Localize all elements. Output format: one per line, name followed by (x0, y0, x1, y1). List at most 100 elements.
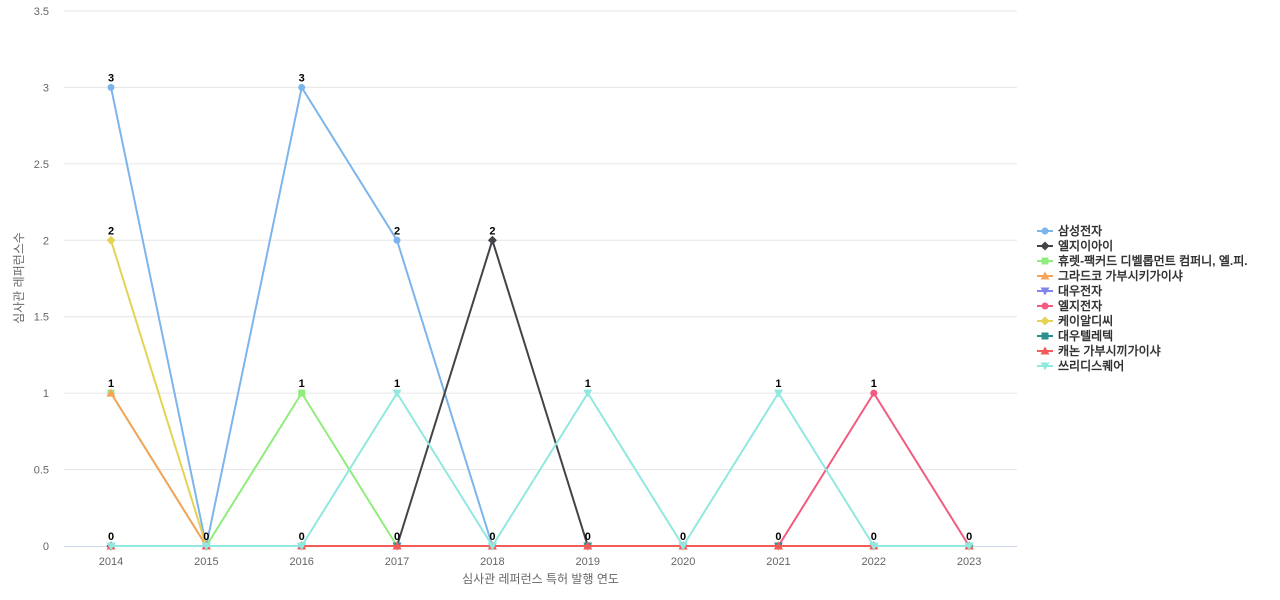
data-label: 0 (966, 531, 972, 543)
legend-item: 삼성전자 (1037, 223, 1102, 238)
data-point (773, 389, 783, 398)
x-tick-label: 2022 (862, 556, 886, 568)
y-tick-label: 3 (43, 82, 49, 94)
legend-marker (1041, 302, 1049, 310)
data-point (298, 389, 306, 397)
data-point (392, 389, 402, 398)
data-label: 0 (585, 531, 591, 543)
legend-marker (1040, 241, 1050, 251)
x-tick-label: 2014 (99, 556, 123, 568)
legend-marker (1041, 332, 1049, 340)
x-tick-label: 2015 (194, 556, 218, 568)
legend-label: 대우전자 (1058, 283, 1102, 298)
series-line (111, 392, 970, 547)
data-point (869, 542, 879, 551)
grid-lines (64, 10, 1017, 471)
data-point (393, 236, 401, 244)
data-label: 2 (394, 225, 400, 237)
data-point (106, 542, 116, 551)
legend-label: 그라드코 가부시키가이샤 (1058, 268, 1183, 283)
data-point (773, 541, 783, 550)
data-label: 0 (203, 531, 209, 543)
data-label: 1 (299, 378, 305, 390)
data-label: 1 (871, 378, 877, 390)
y-axis-title: 심사관 레퍼런스수 (12, 232, 26, 324)
data-point (870, 389, 878, 397)
data-point (392, 541, 402, 550)
y-tick-label: 0 (43, 541, 49, 553)
data-label: 0 (299, 531, 305, 543)
legend-label: 휴렛-팩커드 디벨롭먼트 컴퍼니, 엘.피. (1058, 253, 1248, 268)
data-label: 1 (108, 378, 114, 390)
data-label: 1 (775, 378, 781, 390)
data-label: 2 (489, 225, 495, 237)
x-axis-title: 심사관 레퍼런스 특허 발행 연도 (462, 571, 619, 586)
data-point (964, 542, 974, 551)
data-point (487, 542, 497, 551)
x-tick-label: 2018 (480, 556, 504, 568)
data-label: 0 (394, 531, 400, 543)
data-point (106, 235, 116, 245)
data-label: 1 (394, 378, 400, 390)
x-tick-label: 2019 (576, 556, 600, 568)
legend-label: 캐논 가부시끼가이샤 (1058, 343, 1161, 358)
legend-item: 캐논 가부시끼가이샤 (1037, 343, 1161, 358)
y-tick-label: 0.5 (34, 465, 49, 477)
legend-item: 엘지이아이 (1037, 238, 1113, 253)
legend-marker (1041, 227, 1049, 235)
legend-item: 케이알디씨 (1037, 313, 1113, 328)
series-group (106, 83, 974, 551)
data-label: 0 (871, 531, 877, 543)
legend-marker (1040, 271, 1050, 280)
data-label: 2 (108, 225, 114, 237)
y-tick-label: 2.5 (34, 159, 49, 171)
x-tick-label: 2020 (671, 556, 695, 568)
y-axis-ticks: 0 0.5 1 1.5 2 2.5 3 3.5 (34, 6, 49, 553)
data-labels: 3 2 1 0 0 3 1 0 2 1 0 2 0 1 0 0 1 0 1 0 0 (108, 72, 972, 543)
legend-label: 엘지전자 (1058, 298, 1102, 313)
data-point (298, 83, 306, 91)
data-point (107, 83, 115, 91)
legend-marker (1040, 346, 1050, 355)
data-point (487, 235, 497, 245)
legend-item: 대우텔레텍 (1037, 328, 1113, 343)
data-label: 0 (775, 531, 781, 543)
x-tick-label: 2017 (385, 556, 409, 568)
series-10 (106, 389, 974, 551)
x-axis-ticks: 2014 2015 2016 2017 2018 2019 2020 2021 2022 2023 (99, 556, 982, 568)
legend-item: 휴렛-팩커드 디벨롭먼트 컴퍼니, 엘.피. (1037, 253, 1248, 268)
y-tick-label: 3.5 (34, 6, 49, 18)
legend-item: 그라드코 가부시키가이샤 (1037, 268, 1183, 283)
legend-marker (1041, 257, 1049, 265)
data-point (583, 541, 593, 550)
x-tick-label: 2016 (289, 556, 313, 568)
legend-label: 케이알디씨 (1058, 313, 1113, 328)
legend-label: 대우텔레텍 (1058, 328, 1113, 343)
legend-label: 삼성전자 (1058, 223, 1102, 238)
y-tick-label: 1.5 (34, 312, 49, 324)
data-label: 0 (108, 531, 114, 543)
data-point (297, 542, 307, 551)
data-point (583, 389, 593, 398)
legend-marker (1040, 316, 1050, 326)
legend-marker (1040, 287, 1050, 296)
y-tick-label: 2 (43, 235, 49, 247)
data-label: 1 (585, 378, 591, 390)
legend-marker (1040, 362, 1050, 371)
legend-item: 대우전자 (1037, 283, 1102, 298)
data-label: 3 (108, 72, 114, 84)
x-tick-label: 2021 (766, 556, 790, 568)
data-point (201, 542, 211, 551)
x-tick-label: 2023 (957, 556, 981, 568)
legend-item: 쓰리디스퀘어 (1037, 358, 1124, 373)
data-label: 0 (489, 531, 495, 543)
data-label: 3 (299, 72, 305, 84)
data-point (106, 388, 116, 397)
legend-label: 엘지이아이 (1058, 238, 1113, 253)
legend-label: 쓰리디스퀘어 (1058, 358, 1124, 373)
legend-item: 엘지전자 (1037, 298, 1102, 313)
data-point (678, 542, 688, 551)
y-tick-label: 1 (43, 388, 49, 400)
